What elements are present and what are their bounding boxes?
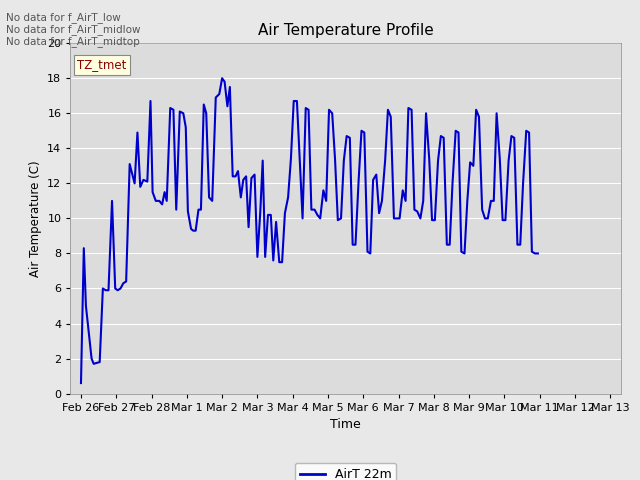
X-axis label: Time: Time: [330, 418, 361, 431]
Title: Air Temperature Profile: Air Temperature Profile: [258, 23, 433, 38]
Text: TZ_tmet: TZ_tmet: [77, 58, 127, 71]
Text: No data for f_AirT_midlow: No data for f_AirT_midlow: [6, 24, 141, 35]
Y-axis label: Air Temperature (C): Air Temperature (C): [29, 160, 42, 276]
Text: No data for f_AirT_low: No data for f_AirT_low: [6, 12, 121, 23]
Text: No data for f_AirT_midtop: No data for f_AirT_midtop: [6, 36, 140, 47]
Legend: AirT 22m: AirT 22m: [295, 463, 396, 480]
